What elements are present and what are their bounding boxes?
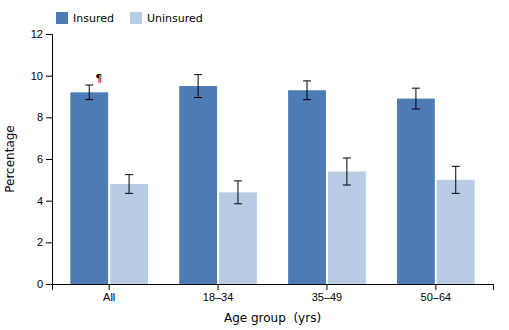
tick-label: 0 [37,278,43,290]
tick: 4 [37,195,52,207]
error-cap [452,166,460,167]
error-bar [234,181,242,204]
tick-mark [46,159,52,160]
legend-swatch [130,12,142,24]
chart-container: All 18–34 35–49 50–64 0 2 4 6 8 10 12 ¶ Age group (y… [0,0,509,330]
bar [437,180,475,284]
y-axis: 0 2 4 6 8 10 12 [31,28,53,290]
series [110,158,475,284]
bar [70,92,108,284]
error-bar [343,158,351,185]
error-line [307,81,308,100]
tick-mark [435,284,436,290]
bar [219,192,257,284]
tick: 2 [37,236,52,248]
tick: 12 [31,28,52,40]
error-cap [125,193,133,194]
error-line [89,85,90,100]
error-line [346,158,347,185]
tick-mark [218,284,219,290]
tick-label: 8 [37,111,43,123]
error-bar [85,85,93,100]
tick-label: 2 [37,236,43,248]
tick-label: 4 [37,195,43,207]
bar [397,99,435,284]
legend-label: Uninsured [147,12,203,25]
axis-line [46,35,53,285]
bar [179,86,217,284]
tick: 0 [37,278,52,290]
marks [70,75,474,284]
tick: 8 [37,111,52,123]
error-cap [234,180,242,181]
error-cap [125,174,133,175]
annotation: ¶ [95,72,102,85]
tick-label: 50–64 [421,291,452,303]
tick: 10 [31,70,52,82]
tick-mark [46,284,52,285]
error-cap [303,99,311,100]
error-cap [412,88,420,89]
error-cap [303,80,311,81]
legend-item: Insured [56,12,114,25]
error-cap [234,203,242,204]
tick-label: 12 [31,28,43,40]
error-cap [194,74,202,75]
tick-mark [46,242,52,243]
tick-mark [46,201,52,202]
error-bar [125,175,133,194]
plot: All 18–34 35–49 50–64 0 2 4 6 8 10 12 ¶ [31,28,494,303]
tick: 35–49 [312,284,343,303]
tick-mark [326,284,327,290]
error-cap [343,157,351,158]
chart: All 18–34 35–49 50–64 0 2 4 6 8 10 12 ¶ Age group (y… [0,0,509,330]
tick-mark [46,34,52,35]
bar [110,184,148,284]
legend-swatch [56,12,68,24]
error-line [129,175,130,194]
error-line [455,166,456,193]
error-cap [343,185,351,186]
legend-item: Uninsured [130,12,203,25]
axis-line [53,285,494,291]
legend-label: Insured [73,12,114,25]
tick-mark [109,284,110,290]
error-cap [452,193,460,194]
x-axis-title: Age group (yrs) [224,311,321,325]
error-line [237,181,238,204]
error-cap [194,97,202,98]
error-bar [412,88,420,109]
legend: Insured Uninsured [56,12,203,25]
error-cap [85,99,93,100]
tick-label: All [103,291,115,303]
error-bar [194,75,202,98]
error-bar [452,166,460,193]
bar [288,90,326,284]
error-line [415,88,416,109]
tick-mark [46,117,52,118]
tick-label: 10 [31,70,43,82]
tick-mark [46,76,52,77]
error-cap [412,109,420,110]
tick-label: 6 [37,153,43,165]
error-line [198,75,199,98]
x-axis: All 18–34 35–49 50–64 [53,284,494,303]
series [70,75,435,284]
y-axis-title: Percentage [3,125,17,193]
tick: 50–64 [421,284,452,303]
tick: 6 [37,153,52,165]
tick: All [103,284,115,303]
tick-label: 35–49 [312,291,343,303]
tick-label: 18–34 [203,291,234,303]
error-cap [85,85,93,86]
error-bar [303,81,311,100]
bar [328,172,366,285]
tick: 18–34 [203,284,234,303]
